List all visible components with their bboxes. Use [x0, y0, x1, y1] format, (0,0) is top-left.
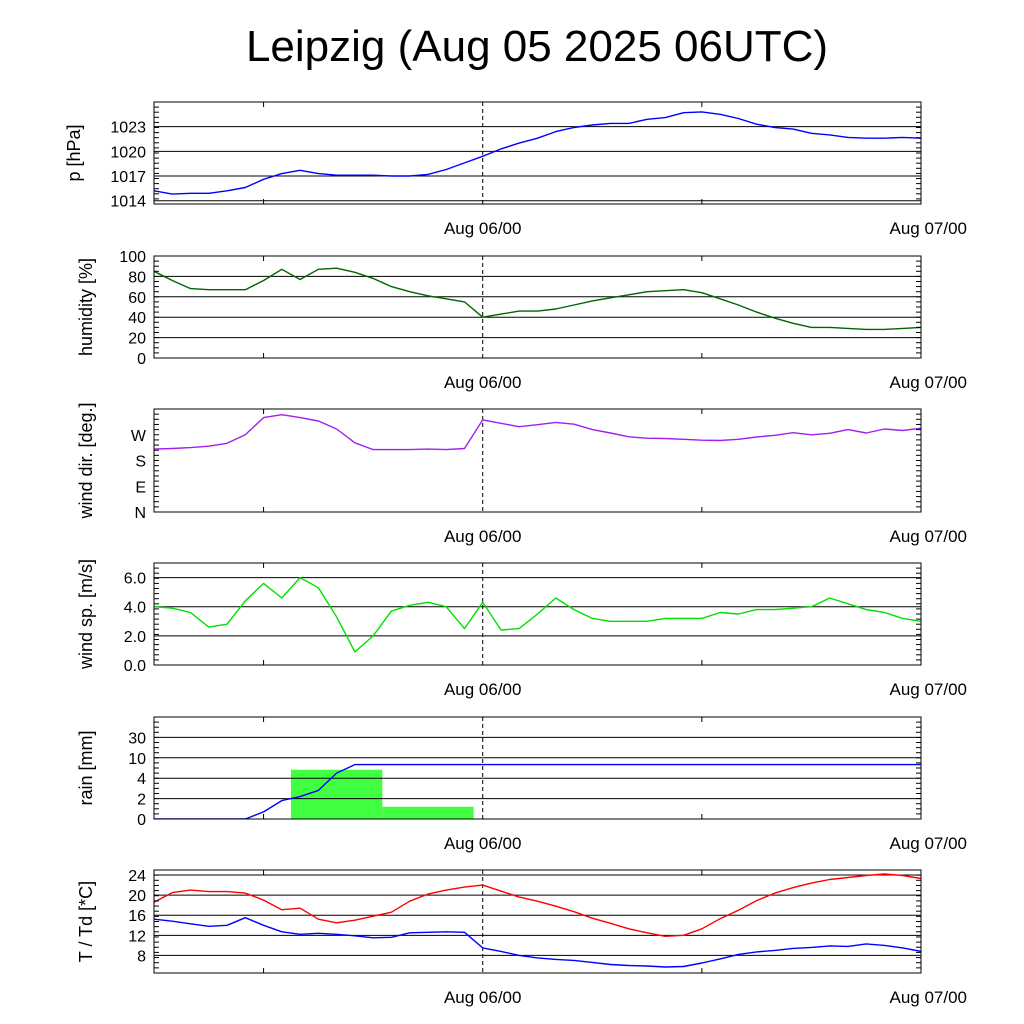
series-line-0	[154, 873, 921, 937]
y-tick-label: 1023	[110, 120, 146, 137]
y-tick-label: 1020	[110, 144, 146, 161]
y-tick-label: S	[135, 454, 146, 471]
x-tick-label: Aug 07/00	[889, 219, 967, 238]
x-tick-label: Aug 07/00	[889, 373, 967, 392]
y-tick-label: 100	[119, 249, 146, 266]
panel-frame	[153, 101, 922, 205]
y-tick-label: 6.0	[124, 571, 146, 588]
series-line-0	[154, 111, 921, 195]
y-tick-label: 2	[137, 792, 146, 809]
series-line-0	[154, 576, 921, 653]
panel-humidity: 0 20 40 60 80 100 humidity [%] Aug 06/00 Aug 07/…	[76, 249, 967, 392]
y-tick-label: 16	[128, 908, 146, 925]
y-tick-label: 12	[128, 928, 146, 945]
y-tick-label: 8	[137, 948, 146, 965]
rain-bar-1	[382, 806, 474, 819]
series-line-0	[154, 414, 921, 451]
x-tick-label: Aug 06/00	[444, 834, 522, 853]
y-axis-label: p [hPa]	[64, 124, 84, 181]
x-tick-label: Aug 06/00	[444, 527, 522, 546]
y-tick-label: E	[135, 479, 146, 496]
panel-temperature: 8 12 16 20 24 T / Td [*C] Aug 06/00 Aug 07/00	[76, 868, 967, 1007]
y-tick-label: 0.0	[124, 658, 146, 675]
x-tick-label: Aug 07/00	[889, 527, 967, 546]
panel-rain: 0 2 4 10 30 rain [mm] Aug 06/00 Aug 07/00	[76, 716, 967, 853]
panel-pressure: 1014 1017 1020 1023 p [hPa] Aug 06/00 Aug 07/0…	[64, 101, 967, 238]
panel-frame	[153, 255, 922, 359]
y-axis-label: rain [mm]	[76, 730, 96, 805]
series-line-0	[154, 763, 921, 819]
y-tick-label: 10	[128, 751, 146, 768]
x-tick-label: Aug 06/00	[444, 219, 522, 238]
x-tick-label: Aug 06/00	[444, 680, 522, 699]
panel-frame	[153, 716, 922, 820]
page-title: Leipzig (Aug 05 2025 06UTC)	[245, 22, 829, 71]
x-tick-label: Aug 06/00	[444, 373, 522, 392]
y-tick-label: 24	[128, 868, 146, 885]
y-tick-label: 20	[128, 888, 146, 905]
y-tick-label: 30	[128, 730, 146, 747]
y-tick-label: 2.0	[124, 629, 146, 646]
y-tick-label: 80	[128, 269, 146, 286]
y-tick-label: 4	[137, 771, 146, 788]
y-tick-label: 1014	[110, 194, 146, 211]
y-axis-label: wind sp. [m/s]	[76, 559, 96, 670]
y-axis-label: T / Td [*C]	[76, 881, 96, 962]
y-tick-label: 60	[128, 290, 146, 307]
series-line-0	[154, 267, 921, 331]
y-tick-label: N	[134, 505, 146, 522]
y-axis-label: humidity [%]	[76, 258, 96, 356]
series-line-1	[154, 917, 921, 968]
y-tick-label: 40	[128, 310, 146, 327]
panel-wind-speed: 0.0 2.0 4.0 6.0 wind sp. [m/s] Aug 06/00 Aug 0…	[76, 559, 967, 699]
y-axis-label: wind dir. [deg.]	[76, 402, 96, 519]
y-tick-label: 1017	[110, 169, 146, 186]
y-tick-label: 20	[128, 331, 146, 348]
y-tick-label: W	[131, 428, 147, 445]
x-tick-label: Aug 07/00	[889, 834, 967, 853]
y-tick-label: 0	[137, 812, 146, 829]
x-tick-label: Aug 07/00	[889, 680, 967, 699]
y-tick-label: 0	[137, 351, 146, 368]
x-tick-label: Aug 07/00	[889, 988, 967, 1007]
y-tick-label: 4.0	[124, 600, 146, 617]
x-tick-label: Aug 06/00	[444, 988, 522, 1007]
